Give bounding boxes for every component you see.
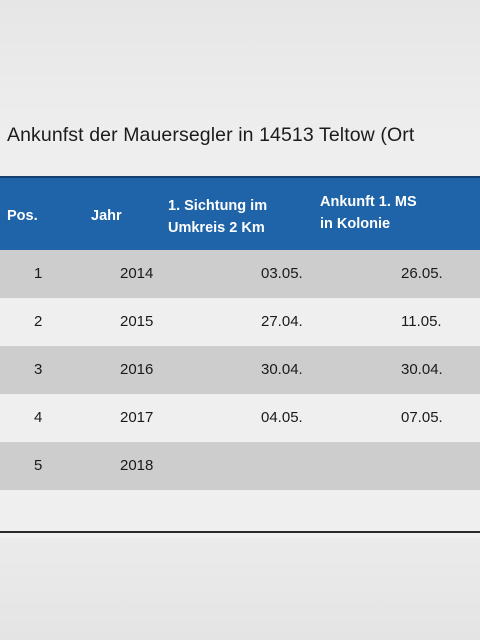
table-row: 4 2017 04.05. 07.05. — [0, 394, 480, 442]
cell-pos: 5 — [34, 457, 43, 474]
cell-ankunft: 07.05. — [401, 409, 443, 426]
cell-jahr: 2014 — [120, 265, 154, 282]
header-ankunft-line2: in Kolonie — [320, 216, 391, 232]
cell-jahr: 2015 — [120, 313, 154, 330]
header-sichtung-line2: Umkreis 2 Km — [168, 220, 265, 236]
cell-sichtung: 03.05. — [261, 265, 303, 282]
table-header: Pos. Jahr 1. Sichtung im Umkreis 2 Km An… — [0, 176, 480, 250]
cell-ankunft: 26.05. — [401, 265, 443, 282]
cell-ankunft: 11.05. — [401, 313, 442, 330]
cell-pos: 2 — [34, 313, 43, 330]
table-row-empty — [0, 490, 480, 538]
cell-sichtung: 27.04. — [261, 313, 303, 330]
cell-jahr: 2017 — [120, 409, 154, 426]
cell-sichtung: 04.05. — [261, 409, 303, 426]
table-row: 3 2016 30.04. 30.04. — [0, 346, 480, 394]
header-sichtung-line1: 1. Sichtung im — [168, 198, 268, 214]
table-row: 1 2014 03.05. 26.05. — [0, 250, 480, 298]
header-ankunft: Ankunft 1. MS in Kolonie — [320, 191, 417, 235]
header-pos: Pos. — [7, 208, 38, 224]
cell-ankunft: 30.04. — [401, 361, 443, 378]
table-row: 2 2015 27.04. 11.05. — [0, 298, 480, 346]
bottom-divider — [0, 531, 480, 533]
header-jahr: Jahr — [91, 208, 122, 224]
page-title: Ankunfst der Mauersegler in 14513 Teltow… — [7, 124, 415, 146]
cell-sichtung: 30.04. — [261, 361, 303, 378]
header-ankunft-line1: Ankunft 1. MS — [320, 194, 417, 210]
table-row: 5 2018 — [0, 442, 480, 490]
header-sichtung: 1. Sichtung im Umkreis 2 Km — [168, 195, 267, 239]
cell-jahr: 2018 — [120, 457, 154, 474]
cell-jahr: 2016 — [120, 361, 154, 378]
cell-pos: 3 — [34, 361, 43, 378]
arrival-table: Pos. Jahr 1. Sichtung im Umkreis 2 Km An… — [0, 176, 480, 538]
cell-pos: 1 — [34, 265, 43, 282]
cell-pos: 4 — [34, 409, 43, 426]
